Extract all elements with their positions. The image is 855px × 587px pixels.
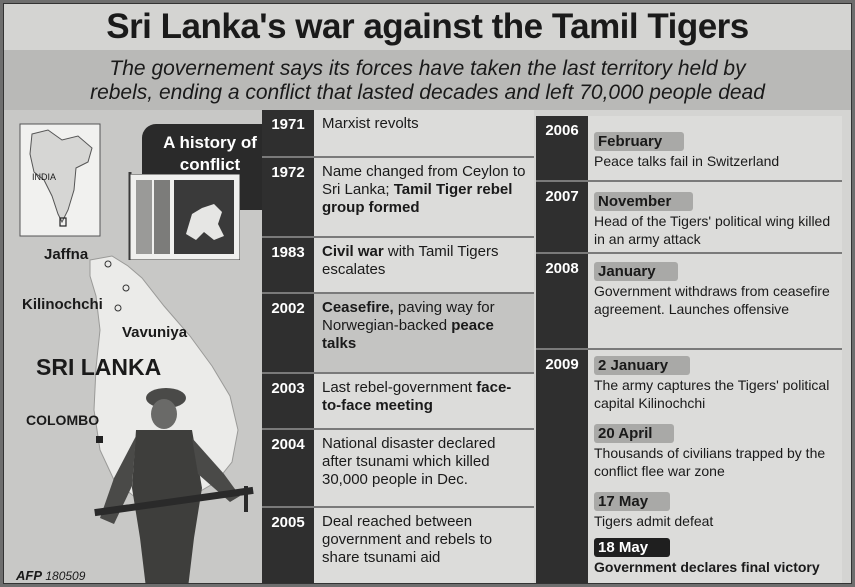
timeline-event: November Head of the Tigers' political w…: [594, 192, 836, 248]
subtitle-line-1: The governement says its forces have tak…: [109, 57, 746, 80]
timeline-event: 2 January The army captures the Tigers' …: [594, 356, 836, 412]
infographic-panel: Sri Lanka's war against the Tamil Tigers…: [3, 3, 852, 584]
subtitle-line-2: rebels, ending a conflict that lasted de…: [90, 81, 765, 104]
event-date: November: [594, 192, 694, 211]
history-title: A history of conflict: [163, 133, 257, 174]
india-outline: [29, 129, 93, 224]
year-label: 1983: [271, 244, 305, 261]
year-label: 2008: [545, 260, 579, 277]
timeline-row: 1972 Name changed from Ceylon to Sri Lan…: [262, 158, 534, 238]
timeline-event: February Peace talks fail in Switzerland: [594, 132, 836, 170]
event-text: Last rebel-government face-to-face meeti…: [322, 379, 512, 414]
timeline-row: 1983 Civil war with Tamil Tigers escalat…: [262, 238, 534, 294]
credit-code: 180509: [45, 569, 86, 583]
year-label: 2007: [545, 188, 579, 205]
timeline-event: 20 April Thousands of civilians trapped …: [594, 424, 836, 480]
year-label: 2004: [271, 436, 305, 453]
timeline-event: 18 May Government declares final victory: [594, 538, 836, 576]
timeline-event: 17 May Tigers admit defeat: [594, 492, 836, 530]
soldier-image: [94, 388, 254, 583]
sri-lanka-island: [89, 255, 239, 503]
event-text: Tigers admit defeat: [594, 513, 714, 529]
credit-line: AFP 180509: [16, 568, 85, 583]
timeline-row: 1971 Marxist revolts: [262, 110, 534, 158]
sri-lanka-locator: [59, 217, 67, 227]
year-label: 1971: [271, 116, 305, 133]
event-text: Marxist revolts: [322, 115, 419, 132]
year-label: 1972: [271, 164, 305, 181]
event-text: Name changed from Ceylon to Sri Lanka; T…: [322, 163, 526, 216]
event-date: February: [594, 132, 685, 151]
kilinochchi-marker: [122, 284, 130, 292]
event-text: Deal reached between government and rebe…: [322, 513, 493, 566]
label-kilinochchi: Kilinochchi: [22, 296, 103, 313]
year-label: 2009: [545, 356, 579, 373]
timeline-row: 2002 Ceasefire, paving way for Norwegian…: [262, 294, 534, 374]
timeline-row: 2003 Last rebel-government face-to-face …: [262, 374, 534, 430]
timeline-row: 2004 National disaster declared after ts…: [262, 430, 534, 508]
event-text: Government declares final victory: [594, 559, 820, 575]
event-date: 2 January: [594, 356, 691, 375]
label-jaffna: Jaffna: [44, 246, 89, 263]
map-illustration: [19, 123, 239, 503]
credit-agency: AFP: [16, 568, 42, 583]
vavuniya-marker: [114, 304, 122, 312]
event-text: Government withdraws from ceasefire agre…: [594, 283, 830, 317]
sri-lanka-flag-image: [130, 174, 240, 260]
event-date: 17 May: [594, 492, 671, 511]
page-title: Sri Lanka's war against the Tamil Tigers: [106, 7, 749, 46]
label-india: INDIA: [32, 172, 57, 182]
year-label: 2005: [271, 514, 305, 531]
event-text: Head of the Tigers' political wing kille…: [594, 213, 831, 247]
event-text: Civil war with Tamil Tigers escalates: [322, 243, 499, 278]
year-label: 2006: [545, 122, 579, 139]
event-text: The army captures the Tigers' political …: [594, 377, 830, 411]
timeline-row: 2006 February Peace talks fail in Switze…: [536, 116, 842, 182]
timeline-row: 2005 Deal reached between government and…: [262, 508, 534, 583]
colombo-marker: [96, 436, 103, 443]
map-area: Jaffna Kilinochchi Vavuniya SRI LANKA CO…: [4, 110, 262, 583]
event-text: National disaster declared after tsunami…: [322, 435, 496, 488]
timeline-event: January Government withdraws from ceasef…: [594, 262, 836, 318]
timeline-row: 2007 November Head of the Tigers' politi…: [536, 182, 842, 254]
event-text: Ceasefire, paving way for Norwegian-back…: [322, 299, 495, 352]
event-text: Peace talks fail in Switzerland: [594, 153, 780, 169]
timeline-row: 2008 January Government withdraws from c…: [536, 254, 842, 350]
event-date: 20 April: [594, 424, 675, 443]
jaffna-marker: [104, 260, 112, 268]
year-label: 2003: [271, 380, 305, 397]
label-colombo: COLOMBO: [26, 412, 100, 428]
label-vavuniya: Vavuniya: [122, 324, 188, 341]
subtitle-band: The governement says its forces have tak…: [4, 50, 851, 110]
label-sri-lanka: SRI LANKA: [36, 354, 162, 380]
event-date: January: [594, 262, 678, 281]
event-date: 18 May: [594, 538, 671, 557]
timeline-row: 2009 2 January The army captures the Tig…: [536, 350, 842, 583]
event-text: Thousands of civilians trapped by the co…: [594, 445, 826, 479]
year-label: 2002: [271, 300, 305, 317]
